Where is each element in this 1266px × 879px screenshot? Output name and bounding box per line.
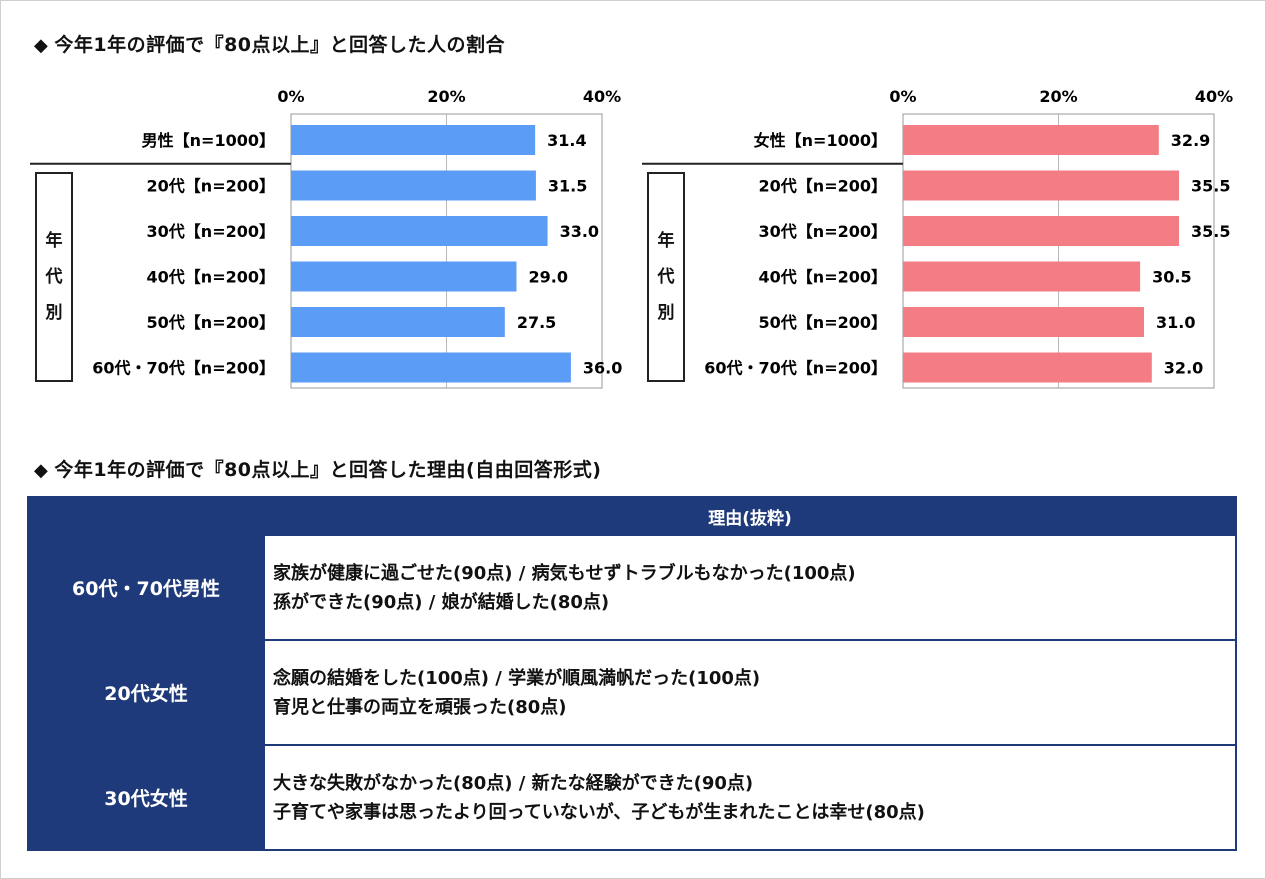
male-bar-chart: 年 代 別 0% 20% 40% 男性【n=1000】 31.4 20代【n=200】 31… bbox=[0, 78, 640, 398]
data-label: 31.4 bbox=[547, 131, 586, 150]
age-label-char: 年 bbox=[45, 231, 63, 251]
table-row: 60代・70代男性 家族が健康に過ごせた(90点) / 病気もせずトラブルもなか… bbox=[27, 534, 1237, 641]
reason-line: 育児と仕事の両立を頑張った(80点) bbox=[273, 696, 567, 718]
reason-line: 子育てや家事は思ったより回っていないが、子どもが生まれたことは幸せ(80点) bbox=[273, 801, 925, 823]
group-label: 30代女性 bbox=[27, 744, 265, 851]
chart-title: 今年1年の評価で『80点以上』と回答した人の割合 bbox=[54, 34, 506, 56]
age-label-char: 代 bbox=[657, 267, 675, 287]
x-tick-label: 20% bbox=[427, 87, 465, 106]
bar bbox=[291, 352, 571, 383]
data-label: 29.0 bbox=[528, 268, 567, 287]
bar bbox=[291, 307, 505, 337]
category-label: 女性【n=1000】 bbox=[754, 131, 887, 150]
category-label: 60代・70代【n=200】 bbox=[704, 359, 887, 378]
reasons-title: 今年1年の評価で『80点以上』と回答した理由(自由回答形式) bbox=[54, 459, 602, 481]
category-label: 30代【n=200】 bbox=[147, 222, 275, 241]
reason-line: 孫ができた(90点) / 娘が結婚した(80点) bbox=[273, 591, 610, 613]
reasons-header: 理由(抜粋) bbox=[263, 496, 1237, 536]
bar bbox=[291, 261, 517, 292]
bar bbox=[903, 261, 1141, 292]
reasons-section-title: ◆ 今年1年の評価で『80点以上』と回答した理由(自由回答形式) bbox=[34, 455, 601, 482]
data-label: 32.0 bbox=[1164, 359, 1203, 378]
table-row: 30代女性 大きな失敗がなかった(80点) / 新たな経験ができた(90点) 子… bbox=[27, 744, 1237, 851]
data-label: 31.0 bbox=[1156, 313, 1195, 332]
bar bbox=[291, 216, 548, 246]
x-tick-label: 0% bbox=[277, 87, 304, 106]
female-bar-chart: 年 代 別 0% 20% 40% 女性【n=1000】 32.9 20代【n=200】 35… bbox=[612, 78, 1252, 398]
bar bbox=[903, 307, 1145, 337]
data-label: 32.9 bbox=[1171, 131, 1210, 150]
header-blank-cell bbox=[27, 496, 265, 536]
male-chart-svg: 0% 20% 40% 男性【n=1000】 31.4 20代【n=200】 31.5 30代【… bbox=[30, 87, 622, 389]
group-label: 60代・70代男性 bbox=[27, 534, 265, 641]
category-label: 60代・70代【n=200】 bbox=[92, 359, 275, 378]
data-label: 27.5 bbox=[517, 313, 556, 332]
age-label-char: 別 bbox=[45, 303, 63, 323]
age-group-box-female: 年 代 別 bbox=[647, 172, 685, 382]
chart-section-title: ◆ 今年1年の評価で『80点以上』と回答した人の割合 bbox=[34, 30, 505, 57]
category-label: 30代【n=200】 bbox=[759, 222, 887, 241]
x-tick-label: 40% bbox=[583, 87, 621, 106]
data-label: 36.0 bbox=[583, 359, 622, 378]
diamond-bullet-icon: ◆ bbox=[34, 35, 49, 56]
female-chart-svg: 0% 20% 40% 女性【n=1000】 32.9 20代【n=200】 35.5 30代【… bbox=[642, 87, 1233, 389]
reasons-header-row: 理由(抜粋) bbox=[27, 496, 1237, 536]
diamond-bullet-icon: ◆ bbox=[34, 460, 49, 481]
age-label-char: 年 bbox=[657, 231, 675, 251]
bar bbox=[291, 170, 536, 201]
data-label: 35.5 bbox=[1191, 222, 1230, 241]
bar bbox=[903, 170, 1180, 201]
category-label: 20代【n=200】 bbox=[147, 177, 275, 196]
reason-line: 大きな失敗がなかった(80点) / 新たな経験ができた(90点) bbox=[273, 772, 754, 794]
age-label-char: 代 bbox=[45, 267, 63, 287]
category-label: 40代【n=200】 bbox=[759, 268, 887, 287]
reason-cell: 家族が健康に過ごせた(90点) / 病気もせずトラブルもなかった(100点) 孫… bbox=[263, 534, 1237, 641]
category-label: 20代【n=200】 bbox=[759, 177, 887, 196]
category-label: 男性【n=1000】 bbox=[142, 131, 275, 150]
age-label-char: 別 bbox=[657, 303, 675, 323]
bar bbox=[903, 216, 1180, 246]
data-label: 31.5 bbox=[548, 177, 587, 196]
category-label: 50代【n=200】 bbox=[147, 313, 275, 332]
group-label: 20代女性 bbox=[27, 639, 265, 746]
data-label: 33.0 bbox=[560, 222, 599, 241]
reasons-table: 理由(抜粋) 60代・70代男性 家族が健康に過ごせた(90点) / 病気もせず… bbox=[27, 496, 1237, 851]
data-label: 30.5 bbox=[1152, 268, 1191, 287]
category-label: 40代【n=200】 bbox=[147, 268, 275, 287]
bar bbox=[903, 352, 1152, 383]
reason-cell: 大きな失敗がなかった(80点) / 新たな経験ができた(90点) 子育てや家事は… bbox=[263, 744, 1237, 851]
age-group-box-male: 年 代 別 bbox=[35, 172, 73, 382]
bar bbox=[291, 125, 536, 155]
data-label: 35.5 bbox=[1191, 177, 1230, 196]
reason-line: 念願の結婚をした(100点) / 学業が順風満帆だった(100点) bbox=[273, 667, 761, 689]
bar bbox=[903, 125, 1159, 155]
reason-cell: 念願の結婚をした(100点) / 学業が順風満帆だった(100点) 育児と仕事の… bbox=[263, 639, 1237, 746]
x-tick-label: 0% bbox=[889, 87, 916, 106]
x-tick-label: 20% bbox=[1039, 87, 1077, 106]
reason-line: 家族が健康に過ごせた(90点) / 病気もせずトラブルもなかった(100点) bbox=[273, 562, 856, 584]
x-tick-label: 40% bbox=[1195, 87, 1233, 106]
category-label: 50代【n=200】 bbox=[759, 313, 887, 332]
table-row: 20代女性 念願の結婚をした(100点) / 学業が順風満帆だった(100点) … bbox=[27, 639, 1237, 746]
